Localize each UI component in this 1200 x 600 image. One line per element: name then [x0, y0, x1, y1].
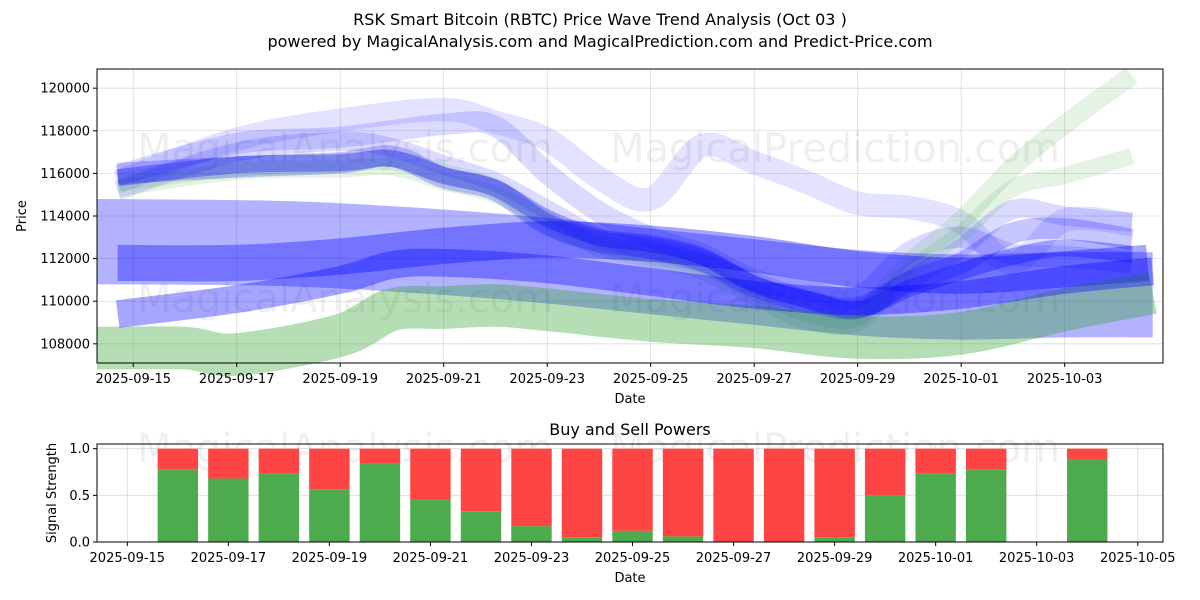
price-wave-band — [114, 111, 1134, 310]
price-x-tick-label: 2025-09-29 — [820, 372, 896, 387]
buy-sell-x-tick-label: 2025-10-03 — [999, 551, 1075, 566]
price-bands — [96, 67, 1157, 377]
price-wave-band — [115, 248, 1155, 328]
price-y-tick-label: 114000 — [40, 210, 90, 225]
buy-sell-y-tick-label: 0.0 — [69, 536, 90, 551]
price-y-tick-label: 108000 — [40, 337, 90, 352]
buy-sell-y-tick-label: 0.5 — [69, 489, 90, 504]
main-title: RSK Smart Bitcoin (RBTC) Price Wave Tren… — [353, 10, 847, 29]
price-x-tick-label: 2025-09-17 — [199, 372, 275, 387]
price-x-tick-label: 2025-09-23 — [509, 372, 585, 387]
watermark-prediction-top: MagicalPrediction.com — [610, 126, 1060, 172]
main-subtitle: powered by MagicalAnalysis.com and Magic… — [267, 32, 932, 51]
price-ticks: 2025-09-15 2025-09-17 2025-09-19 2025-09-21… — [40, 82, 1102, 387]
price-x-tick-label: 2025-09-15 — [95, 372, 171, 387]
watermark-analysis-top: MagicalAnalysis.com — [137, 126, 553, 172]
buy-sell-x-tick-label: 2025-10-05 — [1100, 551, 1176, 566]
sell-power-bar — [460, 448, 502, 512]
buy-sell-x-tick-label: 2025-09-23 — [494, 551, 570, 566]
sell-power-bar — [410, 448, 451, 500]
sell-power-bar — [814, 448, 855, 538]
buy-power-bar — [511, 526, 552, 542]
sell-power-bar — [511, 448, 552, 527]
sell-power-bar — [915, 448, 956, 474]
buy-power-bar — [864, 495, 906, 542]
price-y-tick-label: 110000 — [40, 295, 90, 310]
sell-power-bar — [713, 448, 754, 542]
price-wave-band — [116, 149, 1133, 319]
sell-power-bar — [864, 448, 906, 496]
buy-sell-x-tick-label: 2025-09-19 — [292, 551, 368, 566]
price-wave-chart: MagicalAnalysis.com MagicalPrediction.co… — [15, 67, 1164, 407]
buy-power-bar — [208, 478, 249, 542]
sell-power-bar — [561, 448, 603, 538]
price-x-tick-label: 2025-09-21 — [406, 372, 482, 387]
buy-sell-x-tick-label: 2025-09-21 — [393, 551, 469, 566]
price-wave-band — [114, 131, 1133, 320]
sell-power-bar — [965, 448, 1007, 470]
buy-power-bar — [460, 511, 502, 542]
buy-sell-title: Buy and Sell Powers — [549, 420, 711, 439]
buy-sell-x-tick-label: 2025-09-15 — [90, 551, 166, 566]
price-wave-band — [96, 199, 1153, 340]
price-y-tick-label: 112000 — [40, 252, 90, 267]
price-wave-band — [117, 145, 1134, 320]
price-grid — [97, 69, 1163, 363]
buy-power-bar — [561, 537, 603, 542]
buy-sell-ticks: 2025-09-15 2025-09-17 2025-09-19 2025-09-21… — [69, 442, 1175, 566]
buy-sell-bars — [157, 448, 1108, 542]
buy-power-bar — [1067, 458, 1108, 542]
sell-power-bar — [763, 448, 805, 542]
buy-power-bar — [309, 489, 350, 542]
buy-power-bar — [612, 530, 653, 542]
buy-power-bar — [814, 537, 855, 542]
buy-sell-y-tick-label: 1.0 — [69, 442, 90, 457]
buy-sell-x-tick-label: 2025-09-17 — [191, 551, 267, 566]
price-y-tick-label: 118000 — [40, 124, 90, 139]
price-x-axis-label: Date — [614, 392, 645, 407]
price-y-tick-label: 116000 — [40, 167, 90, 182]
buy-sell-x-tick-label: 2025-10-01 — [898, 551, 974, 566]
price-wave-band — [113, 97, 1134, 275]
sell-power-bar — [359, 448, 401, 464]
price-wave-band — [96, 271, 1157, 377]
buy-sell-axes-frame — [96, 443, 1164, 543]
buy-sell-x-tick-label: 2025-09-29 — [797, 551, 873, 566]
buy-power-bar — [157, 469, 199, 542]
price-y-tick-label: 120000 — [40, 82, 90, 97]
sell-power-bar — [612, 448, 653, 531]
price-watermarks: MagicalAnalysis.com MagicalPrediction.co… — [137, 126, 1060, 322]
price-x-tick-label: 2025-09-25 — [613, 372, 689, 387]
buy-power-bar — [965, 469, 1007, 542]
sell-power-bar — [662, 448, 704, 537]
buy-power-bar — [915, 473, 956, 542]
buy-sell-x-tick-label: 2025-09-25 — [595, 551, 671, 566]
price-x-tick-label: 2025-09-19 — [302, 372, 378, 387]
price-x-tick-label: 2025-10-03 — [1027, 372, 1103, 387]
price-y-axis-label: Price — [15, 200, 30, 232]
sell-power-bar — [208, 448, 249, 479]
sell-power-bar — [157, 448, 199, 470]
buy-sell-chart: Buy and Sell Powers MagicalAnalysis.com … — [45, 420, 1176, 586]
buy-sell-x-axis-label: Date — [614, 571, 645, 586]
price-wave-band — [117, 221, 1149, 294]
sell-power-bar — [258, 448, 300, 474]
buy-power-bar — [258, 473, 300, 542]
sell-power-bar — [309, 448, 350, 490]
price-wave-band — [116, 148, 1135, 336]
buy-power-bar — [662, 536, 704, 542]
buy-sell-y-axis-label: Signal Strength — [45, 443, 60, 543]
buy-sell-x-tick-label: 2025-09-27 — [696, 551, 772, 566]
watermark-prediction-mid: MagicalPrediction.com — [610, 276, 1060, 322]
price-x-tick-label: 2025-10-01 — [923, 372, 999, 387]
buy-power-bar — [410, 499, 451, 542]
price-wave-band — [116, 67, 1138, 330]
watermark-analysis-mid: MagicalAnalysis.com — [137, 276, 553, 322]
sell-power-bar — [1067, 448, 1108, 459]
buy-power-bar — [359, 463, 401, 542]
price-x-tick-label: 2025-09-27 — [716, 372, 792, 387]
